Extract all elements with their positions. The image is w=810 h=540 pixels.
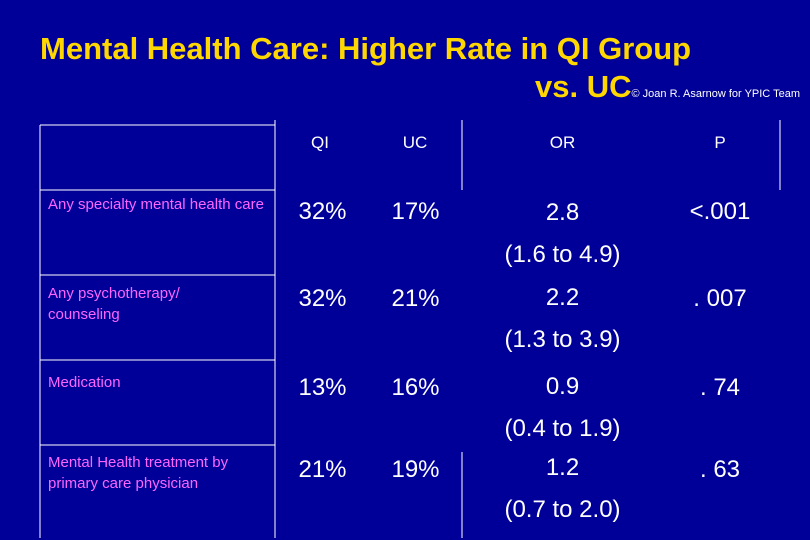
title-line-2-text: vs. UC bbox=[535, 69, 632, 104]
uc-value: 16% bbox=[391, 374, 440, 401]
qi-value: 32% bbox=[298, 198, 347, 225]
or-value: 2.8 (1.6 to 4.9) bbox=[470, 192, 655, 276]
or-value: 0.9 (0.4 to 1.9) bbox=[470, 366, 655, 450]
or-ci: (0.4 to 1.9) bbox=[504, 415, 621, 442]
row-label: Mental Health treatment by primary care … bbox=[48, 454, 229, 492]
qi-value: 32% bbox=[298, 285, 347, 312]
or-ci: (0.7 to 2.0) bbox=[504, 496, 621, 523]
p-value: . 74 bbox=[699, 374, 741, 401]
column-header-p: P bbox=[714, 133, 726, 152]
or-estimate: 2.2 bbox=[545, 284, 580, 311]
slide-title: Mental Health Care: Higher Rate in QI Gr… bbox=[40, 30, 800, 113]
uc-value: 21% bbox=[391, 285, 440, 312]
p-value: <.001 bbox=[689, 198, 751, 225]
copyright-note: © Joan R. Asarnow for YPIC Team bbox=[631, 88, 801, 100]
or-value: 1.2 (0.7 to 2.0) bbox=[470, 447, 655, 531]
row-label: Any specialty mental health care bbox=[48, 196, 264, 213]
row-label: Any psychotherapy/ counseling bbox=[48, 285, 180, 323]
or-estimate: 2.8 bbox=[545, 199, 580, 226]
qi-value: 13% bbox=[298, 374, 347, 401]
p-value: . 007 bbox=[693, 285, 747, 312]
qi-value: 21% bbox=[298, 456, 347, 483]
column-header-uc: UC bbox=[402, 133, 428, 152]
or-ci: (1.3 to 3.9) bbox=[504, 326, 621, 353]
or-value: 2.2 (1.3 to 3.9) bbox=[470, 277, 655, 361]
uc-value: 19% bbox=[391, 456, 440, 483]
or-estimate: 0.9 bbox=[545, 373, 580, 400]
p-value: . 63 bbox=[699, 456, 741, 483]
uc-value: 17% bbox=[391, 198, 440, 225]
title-line-1: Mental Health Care: Higher Rate in QI Gr… bbox=[40, 31, 692, 66]
column-header-qi: QI bbox=[311, 133, 329, 152]
or-estimate: 1.2 bbox=[545, 454, 580, 481]
or-ci: (1.6 to 4.9) bbox=[504, 241, 621, 268]
title-line-2: vs. UC© Joan R. Asarnow for YPIC Team bbox=[40, 68, 800, 113]
column-header-or: OR bbox=[549, 133, 576, 152]
row-label: Medication bbox=[48, 374, 121, 391]
